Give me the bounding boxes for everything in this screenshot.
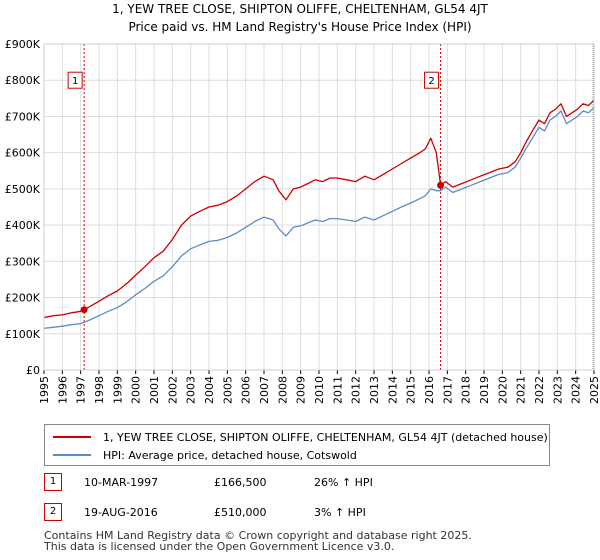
x-tick-label: 2021	[515, 376, 528, 404]
x-tick-label: 1997	[75, 376, 88, 404]
y-tick-label: £800K	[5, 74, 41, 87]
x-tick-label: 1995	[38, 376, 51, 404]
series	[43, 99, 595, 329]
chart-title-line1: 1, YEW TREE CLOSE, SHIPTON OLIFFE, CHELT…	[112, 2, 488, 16]
y-tick-label: £400K	[5, 219, 41, 232]
y-tick-label: £200K	[5, 292, 41, 305]
x-tick-label: 2012	[350, 376, 363, 404]
x-tick-label: 2008	[276, 376, 289, 404]
transaction-date: 10-MAR-1997	[84, 476, 159, 489]
y-tick-label: £900K	[5, 38, 41, 51]
sale-point	[80, 306, 88, 314]
x-tick-label: 2001	[148, 376, 161, 404]
x-tick-label: 2015	[405, 376, 418, 404]
x-tick-label: 2017	[441, 376, 454, 404]
x-tick-label: 2019	[478, 376, 491, 404]
y-tick-label: £0	[26, 364, 40, 377]
annotation-label: 2	[428, 76, 434, 87]
x-tick-label: 2016	[423, 376, 436, 404]
transaction-hpi: 3% ↑ HPI	[314, 506, 366, 519]
x-tick-label: 2014	[386, 376, 399, 404]
x-tick-label: 2003	[185, 376, 198, 404]
transaction-row: 2 19-AUG-2016 £510,000 3% ↑ HPI	[44, 503, 564, 523]
sale-point	[437, 181, 445, 189]
hpi-line	[43, 106, 595, 329]
chart-area: £0 £100K £200K £300K £400K £500K £600K £700K £80…	[5, 38, 600, 404]
x-tick-label: 2018	[460, 376, 473, 404]
transaction-hpi: 26% ↑ HPI	[314, 476, 373, 489]
x-tick-label: 1996	[56, 376, 69, 404]
chart-title-line2: Price paid vs. HM Land Registry's House …	[128, 20, 472, 34]
x-tick-label: 2004	[203, 376, 216, 404]
legend-swatch-hpi	[53, 454, 91, 456]
y-tick-label: £600K	[5, 147, 41, 160]
x-tick-label: 1999	[111, 376, 124, 404]
property-price-line	[43, 99, 595, 319]
y-tick-label: £300K	[5, 255, 41, 268]
plot-border	[43, 43, 595, 371]
x-tick-label: 2022	[533, 376, 546, 404]
y-tick-label: £500K	[5, 183, 41, 196]
x-tick-label: 2007	[258, 376, 271, 404]
y-tick-label: £700K	[5, 110, 41, 123]
transaction-row: 1 10-MAR-1997 £166,500 26% ↑ HPI	[44, 473, 564, 493]
x-tick-label: 2002	[166, 376, 179, 404]
legend: 1, YEW TREE CLOSE, SHIPTON OLIFFE, CHELT…	[44, 424, 550, 466]
legend-label-hpi: HPI: Average price, detached house, Cots…	[103, 448, 357, 462]
transaction-price: £166,500	[214, 476, 267, 489]
y-tick-label: £100K	[5, 328, 41, 341]
x-tick-label: 2009	[295, 376, 308, 404]
annotation-label: 1	[72, 76, 78, 87]
transaction-number: 2	[44, 503, 62, 521]
x-tick-label: 2006	[240, 376, 253, 404]
footer-line1: Contains HM Land Registry data © Crown c…	[44, 529, 472, 542]
legend-item-hpi: HPI: Average price, detached house, Cots…	[53, 447, 357, 463]
legend-swatch-property	[53, 436, 91, 438]
x-tick-label: 2020	[496, 376, 509, 404]
x-tick-label: 2025	[588, 376, 600, 404]
axes: £0 £100K £200K £300K £400K £500K £600K £700K £80…	[5, 38, 600, 404]
footer: Contains HM Land Registry data © Crown c…	[44, 530, 472, 552]
grid	[43, 43, 595, 371]
x-tick-label: 1998	[93, 376, 106, 404]
annotation-box	[67, 71, 83, 89]
x-tick-label: 2011	[331, 376, 344, 404]
footer-line2: This data is licensed under the Open Gov…	[44, 540, 395, 553]
legend-item-property: 1, YEW TREE CLOSE, SHIPTON OLIFFE, CHELT…	[53, 429, 548, 445]
transaction-number: 1	[44, 473, 62, 491]
x-tick-label: 2010	[313, 376, 326, 404]
legend-label-property: 1, YEW TREE CLOSE, SHIPTON OLIFFE, CHELT…	[103, 430, 548, 444]
transaction-date: 19-AUG-2016	[84, 506, 158, 519]
transaction-price: £510,000	[214, 506, 267, 519]
x-tick-label: 2005	[221, 376, 234, 404]
sale-markers	[83, 44, 594, 370]
x-tick-label: 2023	[551, 376, 564, 404]
x-tick-label: 2013	[368, 376, 381, 404]
x-tick-label: 2024	[570, 376, 583, 404]
x-tick-label: 2000	[130, 376, 143, 404]
annotation-box	[424, 71, 440, 89]
